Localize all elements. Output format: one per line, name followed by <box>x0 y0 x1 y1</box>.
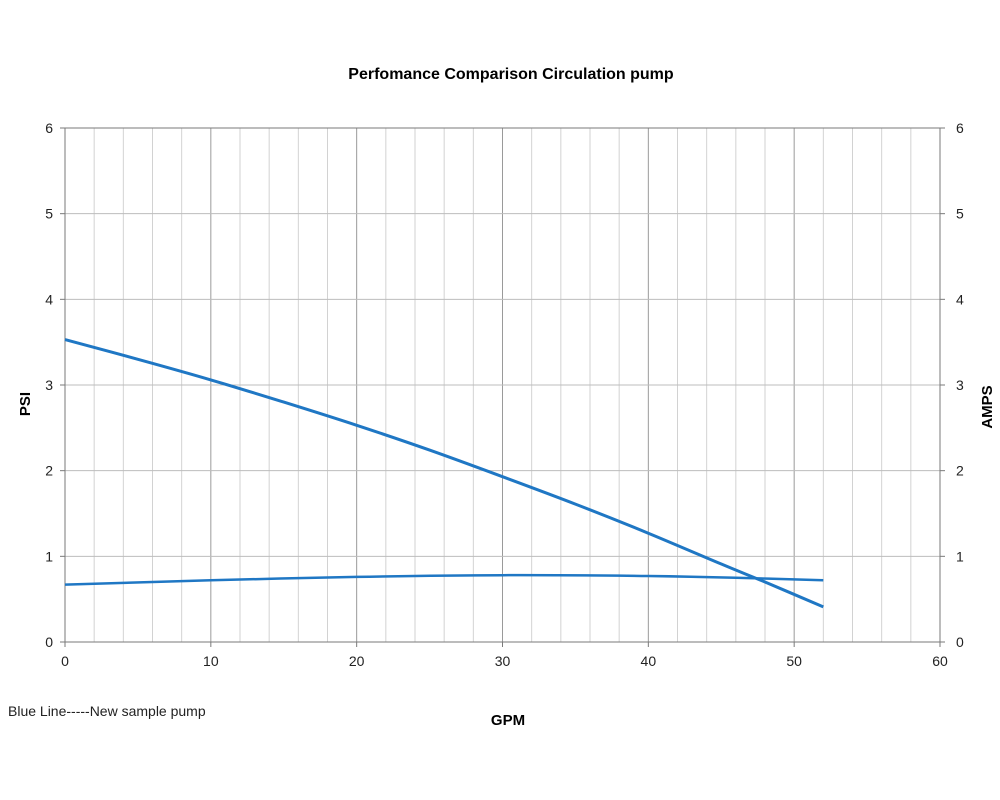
series-line-2 <box>64 573 824 586</box>
y2-tick-label: 1 <box>956 548 964 564</box>
y2-tick-label: 5 <box>956 206 964 222</box>
legend-note: Blue Line-----New sample pump <box>8 703 206 719</box>
y-axis-label: PSI <box>17 392 34 416</box>
series-layer <box>64 338 824 609</box>
x-axis-label: GPM <box>491 712 525 729</box>
y-tick-label: 4 <box>45 291 53 307</box>
y2-tick-label: 0 <box>956 634 964 650</box>
y2-tick-label: 2 <box>956 463 964 479</box>
x-tick-label: 50 <box>786 653 802 669</box>
y2-tick-label: 6 <box>956 120 964 136</box>
grid <box>65 128 940 642</box>
y-tick-label: 2 <box>45 463 53 479</box>
x-tick-label: 60 <box>932 653 948 669</box>
x-tick-label: 10 <box>203 653 219 669</box>
y-tick-label: 5 <box>45 206 53 222</box>
y-tick-label: 0 <box>45 634 53 650</box>
y-tick-label: 1 <box>45 548 53 564</box>
x-tick-label: 40 <box>641 653 657 669</box>
x-tick-label: 0 <box>61 653 69 669</box>
series-line-1 <box>64 338 824 609</box>
y-tick-label: 6 <box>45 120 53 136</box>
x-tick-label: 30 <box>495 653 511 669</box>
y2-tick-label: 3 <box>956 377 964 393</box>
y2-tick-label: 4 <box>956 291 964 307</box>
x-tick-label: 20 <box>349 653 365 669</box>
y-tick-label: 3 <box>45 377 53 393</box>
y2-axis-label: AMPS <box>979 385 996 428</box>
chart-title: Perfomance Comparison Circulation pump <box>348 66 674 83</box>
